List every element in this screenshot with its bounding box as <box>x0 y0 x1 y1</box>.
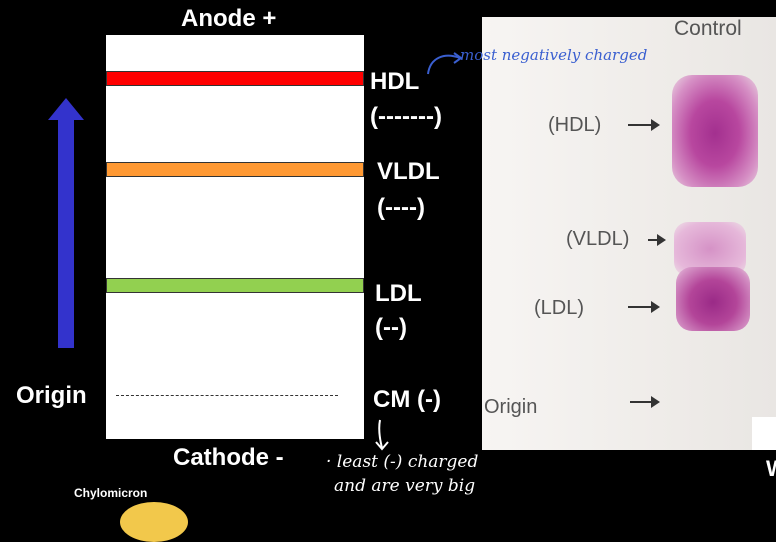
hdl-annotation: most negatively charged <box>460 46 648 64</box>
cm-annotation-line1: · least (-) charged <box>326 452 479 472</box>
ldl-band <box>106 278 364 293</box>
cm-annotation-line2: and are very big <box>334 476 476 496</box>
chylomicron-label: Chylomicron <box>74 486 148 500</box>
gel-panel <box>106 35 364 439</box>
anode-label: Anode + <box>181 5 277 32</box>
hdl-band <box>106 71 364 86</box>
photo-arrow-origin-icon <box>630 396 660 408</box>
migration-arrow-icon <box>48 98 84 348</box>
photo-label-ldl: (LDL) <box>534 297 585 319</box>
hdl-stain <box>672 75 758 187</box>
photo-label-origin: Origin <box>484 396 538 418</box>
ldl-charge: (--) <box>375 314 407 341</box>
origin-line <box>116 395 338 396</box>
hdl-label: HDL <box>370 68 420 95</box>
photo-arrow-vldl-icon <box>648 234 666 246</box>
ldl-stain <box>676 267 750 331</box>
hdl-charge: (-------) <box>370 103 442 130</box>
electrophoresis-photo: Control (HDL) (VLDL) (LDL) Origin <box>482 17 776 450</box>
origin-label: Origin <box>16 382 87 409</box>
vldl-charge: (----) <box>377 194 425 221</box>
vldl-label: VLDL <box>377 158 440 185</box>
photo-label-hdl: (HDL) <box>548 114 602 136</box>
photo-corner <box>752 417 776 450</box>
photo-arrow-hdl-icon <box>628 119 660 131</box>
photo-title: Control <box>674 17 742 40</box>
photo-arrow-ldl-icon <box>628 301 660 313</box>
ldl-label: LDL <box>375 280 422 307</box>
vldl-band <box>106 162 364 177</box>
annotation-arrow-down-icon <box>375 419 389 451</box>
annotation-curve-icon <box>427 52 463 75</box>
photo-label-vldl: (VLDL) <box>566 228 630 250</box>
cm-label: CM (-) <box>373 386 441 413</box>
cathode-label: Cathode - <box>173 444 284 471</box>
chylomicron-icon <box>120 502 188 542</box>
edge-glyph: W <box>766 456 776 482</box>
